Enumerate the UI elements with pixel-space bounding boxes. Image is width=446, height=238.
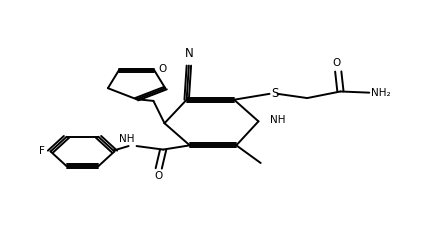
Text: O: O — [159, 64, 167, 74]
Text: N: N — [185, 47, 193, 60]
Text: NH₂: NH₂ — [371, 88, 390, 98]
Text: O: O — [333, 58, 341, 68]
Text: F: F — [39, 146, 45, 156]
Text: NH: NH — [119, 134, 134, 144]
Text: O: O — [155, 171, 163, 181]
Text: NH: NH — [269, 115, 285, 125]
Text: S: S — [271, 87, 278, 100]
